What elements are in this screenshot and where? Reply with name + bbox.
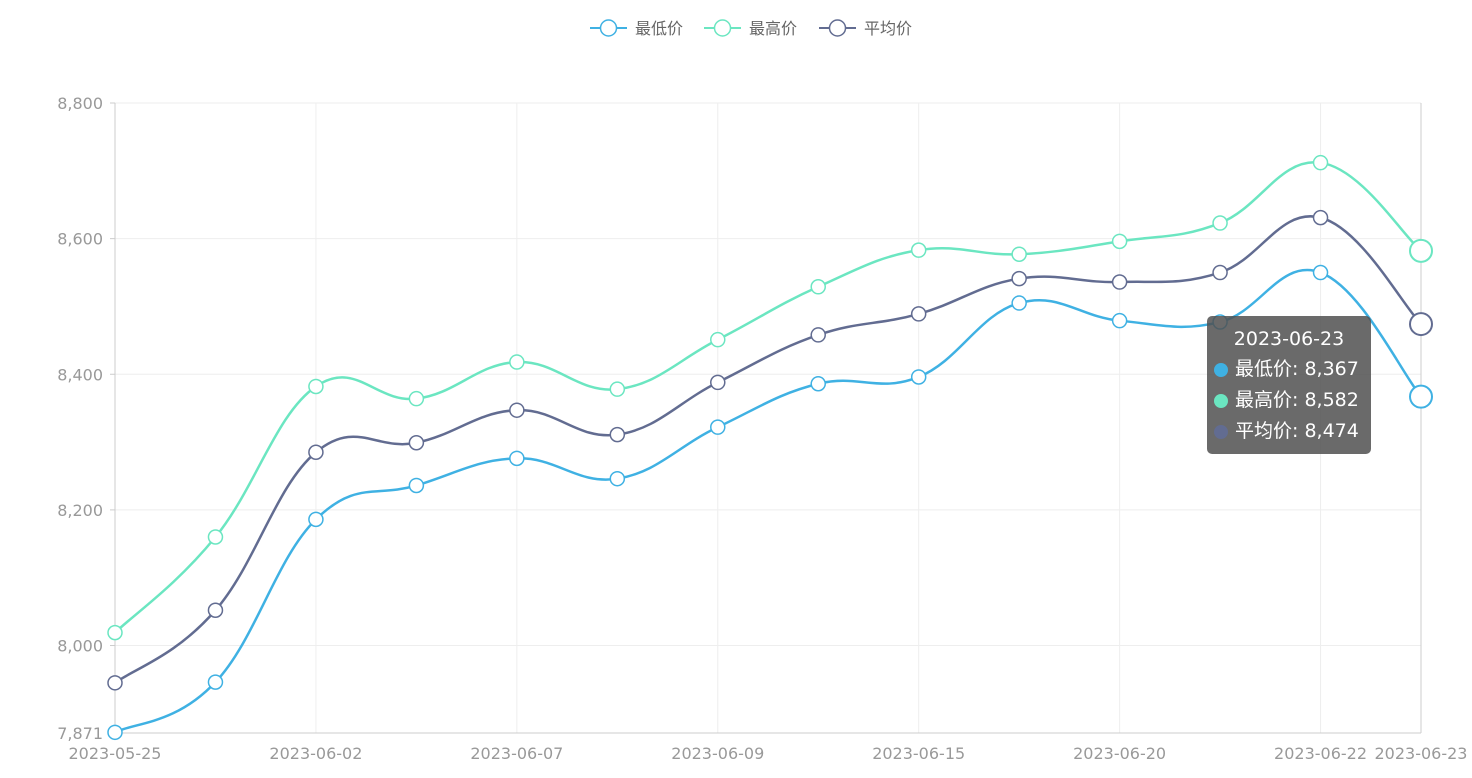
data-point[interactable] [910, 306, 927, 322]
tooltip-dot-high [1214, 393, 1228, 408]
data-point[interactable] [910, 242, 927, 258]
data-point[interactable] [810, 327, 826, 343]
x-tick-label: 2023-06-02 [269, 744, 362, 763]
legend-marker [713, 19, 732, 37]
series-0 [107, 264, 1433, 741]
tooltip-row-avg: 平均价: 8,474 [1207, 416, 1371, 447]
data-point[interactable] [1212, 215, 1228, 231]
data-point[interactable] [1011, 246, 1027, 262]
x-tick-label: 2023-06-22 [1274, 744, 1367, 763]
tooltip-date: 2023-06-23 [1233, 328, 1345, 350]
data-point[interactable] [1011, 270, 1027, 287]
series-2 [107, 209, 1433, 691]
data-point[interactable] [1409, 238, 1433, 263]
tooltip-dot-avg [1214, 424, 1228, 439]
data-point[interactable] [1011, 295, 1027, 311]
series-1 [107, 154, 1433, 641]
data-tooltip: 2023-06-23 最低价: 8,367 最高价: 8,582 平均价: 8,… [1207, 316, 1371, 454]
data-point[interactable] [609, 381, 626, 397]
legend: 最低价 最高价 平均价 [590, 19, 912, 38]
legend-label: 最高价 [749, 19, 797, 38]
data-point[interactable] [308, 444, 324, 460]
data-point[interactable] [107, 675, 123, 691]
legend-label: 最低价 [635, 19, 683, 38]
data-point[interactable] [509, 402, 525, 418]
data-point[interactable] [1409, 384, 1433, 409]
data-point[interactable] [308, 378, 324, 395]
tooltip-dot-low [1214, 362, 1228, 377]
data-point[interactable] [710, 374, 726, 391]
x-tick-label: 2023-05-25 [69, 744, 162, 763]
data-point[interactable] [509, 450, 525, 467]
data-point[interactable] [408, 477, 425, 494]
data-point[interactable] [207, 529, 224, 545]
series-layer [107, 154, 1433, 741]
data-point[interactable] [107, 724, 123, 741]
tooltip-text-avg: 平均价: 8,474 [1235, 420, 1359, 442]
data-point[interactable] [308, 511, 324, 528]
tooltip-text-low: 最低价: 8,367 [1235, 358, 1359, 380]
data-point[interactable] [1409, 312, 1433, 337]
tooltip-row-low: 最低价: 8,367 [1207, 354, 1371, 385]
legend-marker [828, 19, 847, 37]
data-point[interactable] [1312, 154, 1329, 171]
tooltip-row-high: 最高价: 8,582 [1207, 385, 1371, 416]
axes: 7,871 8,000 8,200 8,400 8,600 8,800 2023-05-25… [57, 94, 1467, 763]
data-point[interactable] [207, 602, 224, 619]
legend-item[interactable]: 平均价 [819, 19, 912, 38]
data-point[interactable] [810, 279, 826, 295]
x-tick-label: 2023-06-07 [470, 744, 563, 763]
data-point[interactable] [408, 390, 425, 407]
data-point[interactable] [107, 624, 123, 641]
y-tick-label: 7,871 [57, 724, 103, 743]
data-point[interactable] [1212, 264, 1228, 281]
y-tick-label: 8,600 [57, 230, 103, 249]
data-point[interactable] [710, 419, 726, 435]
grid-lines [115, 102, 1422, 733]
data-point[interactable] [1312, 264, 1329, 281]
data-point[interactable] [609, 470, 626, 487]
y-tick-label: 8,400 [57, 365, 103, 384]
data-point[interactable] [810, 376, 826, 392]
x-tick-label: 2023-06-15 [872, 744, 965, 763]
y-tick-label: 8,000 [57, 637, 103, 656]
legend-marker [599, 19, 618, 37]
data-point[interactable] [710, 331, 726, 348]
data-point[interactable] [1111, 312, 1128, 329]
tooltip-text-high: 最高价: 8,582 [1235, 389, 1359, 411]
data-point[interactable] [207, 674, 224, 690]
data-point[interactable] [408, 435, 425, 451]
data-point[interactable] [609, 426, 626, 443]
data-point[interactable] [910, 369, 927, 385]
data-point[interactable] [509, 354, 525, 370]
y-tick-label: 8,200 [57, 501, 103, 520]
legend-item[interactable]: 最高价 [704, 19, 797, 38]
legend-item[interactable]: 最低价 [590, 19, 683, 38]
y-tick-label: 8,800 [57, 94, 103, 113]
x-tick-label: 2023-06-20 [1073, 744, 1166, 763]
data-point[interactable] [1111, 274, 1128, 290]
data-point[interactable] [1312, 209, 1329, 226]
data-point[interactable] [1111, 233, 1128, 250]
x-tick-label: 2023-06-09 [671, 744, 764, 763]
legend-label: 平均价 [864, 19, 912, 38]
x-tick-label: 2023-06-23 [1375, 744, 1468, 763]
